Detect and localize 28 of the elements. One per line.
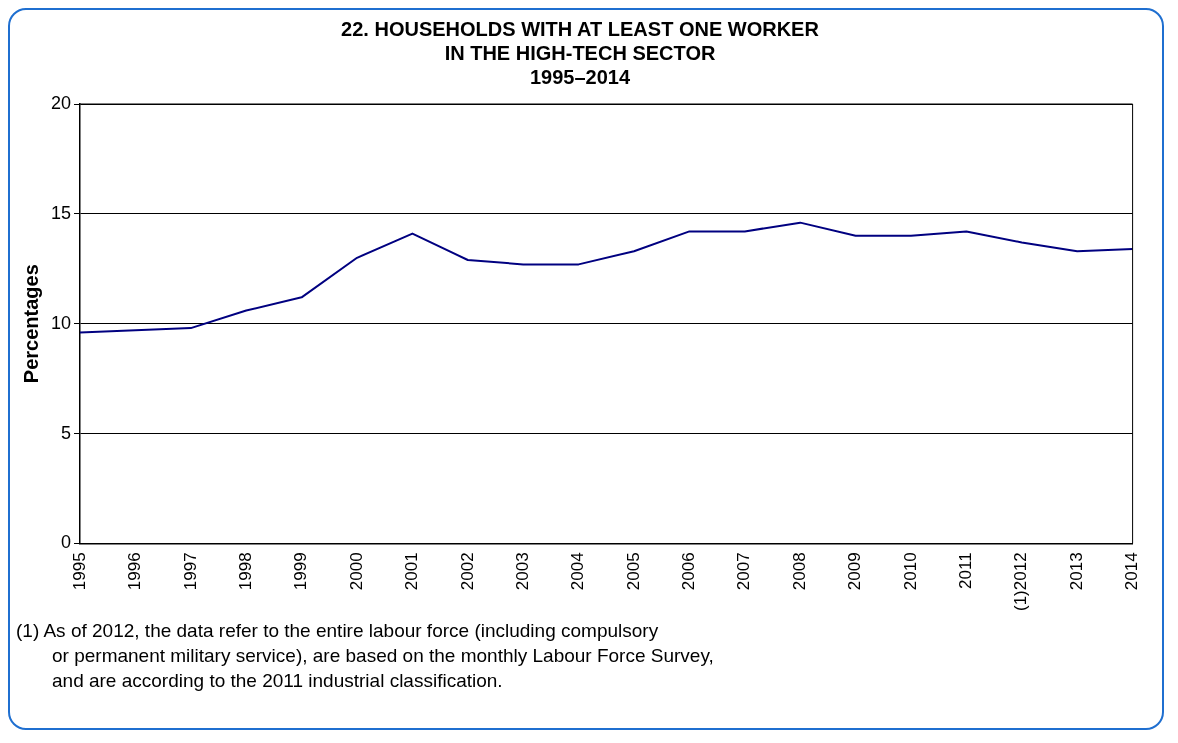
x-tick-label: 2004: [568, 552, 588, 591]
y-tick-label: 10: [50, 312, 72, 333]
x-tick-label: 2014: [1122, 552, 1142, 591]
y-tick-label: 20: [50, 92, 72, 113]
x-tick-label: 2005: [623, 552, 643, 591]
x-tick-label: 2000: [346, 552, 366, 591]
y-tick-label: 15: [50, 202, 72, 223]
x-tick-label: 2007: [734, 552, 754, 591]
x-tick-label: 1997: [180, 552, 200, 591]
x-tick-label: 2010: [900, 552, 920, 591]
x-tick-label: 2006: [679, 552, 699, 591]
x-tick-label: 1999: [291, 552, 311, 591]
x-tick-label: 1996: [125, 552, 145, 591]
x-tick-label: 1995: [69, 552, 89, 591]
x-tick-label: 2009: [845, 552, 865, 591]
y-axis-title: Percentages: [19, 264, 42, 384]
x-tick-label: (1)2012: [1011, 552, 1031, 612]
x-tick-label: 2011: [956, 552, 976, 589]
y-tick-label: 5: [61, 422, 72, 443]
x-tick-label: 2001: [402, 552, 422, 591]
x-tick-label: 2002: [457, 552, 477, 591]
x-tick-label: 2008: [789, 552, 809, 591]
text: (1) As of 2012, the data refer to the entire labour force (including compulsory or permanent military service), are based on the monthly Labour Force Survey, and are according to the 2011 industrial classification.: [16, 619, 715, 693]
x-tick-label: 1998: [235, 552, 255, 591]
chart-title: 22. HOUSEHOLDS WITH AT LEAST ONE WORKER IN THE HIGH-TECH SECTOR 1995–2014: [341, 17, 820, 88]
x-tick-label: 2003: [512, 552, 532, 591]
y-tick-label: 0: [61, 532, 72, 553]
x-tick-label: 2013: [1066, 552, 1086, 591]
